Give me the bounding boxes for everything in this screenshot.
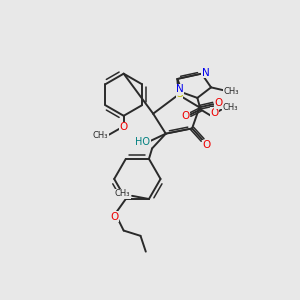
- Text: N: N: [202, 68, 210, 78]
- Text: O: O: [210, 108, 218, 118]
- Text: O: O: [110, 212, 118, 222]
- Text: O: O: [214, 98, 223, 108]
- Text: CH₃: CH₃: [222, 103, 238, 112]
- Text: S: S: [176, 89, 183, 99]
- Text: O: O: [182, 111, 190, 121]
- Text: HO: HO: [135, 137, 150, 147]
- Text: O: O: [120, 122, 128, 132]
- Text: CH₃: CH₃: [223, 87, 239, 96]
- Text: N: N: [176, 85, 183, 94]
- Text: O: O: [203, 140, 211, 150]
- Text: CH₃: CH₃: [93, 131, 108, 140]
- Text: CH₃: CH₃: [115, 189, 130, 198]
